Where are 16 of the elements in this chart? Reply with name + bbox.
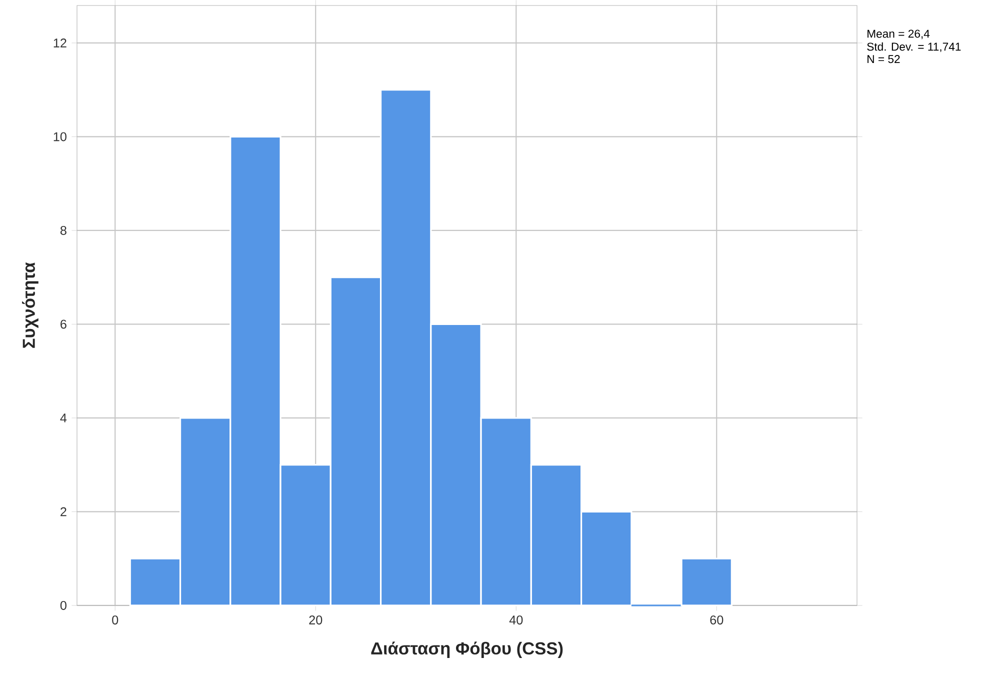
y-axis-title: Συχνότητα — [22, 262, 38, 348]
y-tick-label: 12 — [54, 38, 66, 48]
y-tick-label: 2 — [60, 507, 66, 516]
y-tick-label: 6 — [60, 320, 66, 328]
x-axis-title: Διάσταση Φόβου (CSS) — [371, 641, 563, 658]
text: Std. Dev. = 11,741 — [867, 42, 961, 52]
text: N = 52 — [868, 54, 900, 63]
x-tick-label: 60 — [710, 615, 724, 624]
y-tick-label: 10 — [54, 132, 66, 141]
y-tick-label: 8 — [60, 226, 66, 235]
x-tick-label: 0 — [112, 615, 118, 624]
y-tick-label: 0 — [60, 600, 66, 610]
text: Mean = 26,4 — [868, 30, 930, 39]
x-tick-label: 40 — [509, 615, 523, 624]
y-tick-label: 4 — [60, 413, 67, 422]
x-tick-label: 20 — [309, 615, 322, 624]
